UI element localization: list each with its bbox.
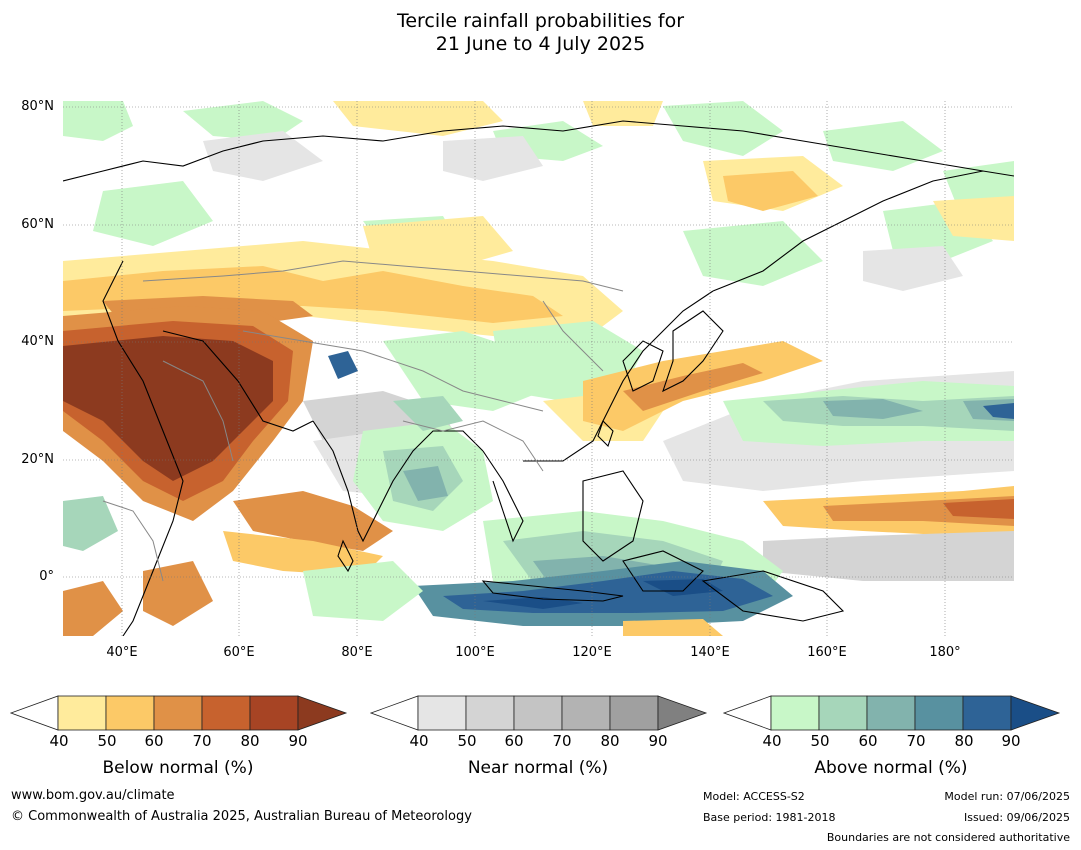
arabian-sea-yellow	[223, 531, 383, 576]
tick-label: 80	[240, 732, 260, 750]
chart-title-line2: 21 June to 4 July 2025	[435, 33, 646, 55]
tick-label: 50	[97, 732, 117, 750]
tick-label: 40	[49, 732, 69, 750]
colorbar-near-normal	[370, 695, 708, 731]
lon-label-120e: 120°E	[572, 645, 612, 660]
lat-label-40n: 40°N	[21, 334, 54, 349]
colorbar-extend-high	[657, 695, 708, 731]
colorbar-extend-high	[297, 695, 348, 731]
bay-bengal-teal-dark	[403, 466, 448, 501]
lon-label-180: 180°	[929, 645, 961, 660]
colorbar-segment	[609, 695, 659, 731]
kashmir-blue	[328, 351, 358, 379]
tick-label: 90	[288, 732, 308, 750]
colorbar-segment	[962, 695, 1012, 731]
lon-label-100e: 100°E	[455, 645, 495, 660]
colorbar-below-normal	[10, 695, 348, 731]
grid-lines	[63, 101, 1014, 636]
colorbar-segment	[770, 695, 820, 731]
copyright-text: © Commonwealth of Australia 2025, Austra…	[11, 809, 472, 824]
tick-label: 60	[858, 732, 878, 750]
tick-label: 60	[504, 732, 524, 750]
indian-ocean-orange	[623, 619, 723, 636]
model-text: Model: ACCESS-S2	[703, 790, 805, 803]
tick-label: 70	[192, 732, 212, 750]
colorbar-title-below: Below normal (%)	[102, 758, 254, 778]
tick-label: 60	[144, 732, 164, 750]
tick-label: 70	[906, 732, 926, 750]
lon-label-40e: 40°E	[106, 645, 138, 660]
arctic-green-patches	[63, 101, 1014, 286]
lat-label-60n: 60°N	[21, 217, 54, 232]
tick-label: 40	[762, 732, 782, 750]
colorbar-segment	[201, 695, 251, 731]
boundaries-note: Boundaries are not considered authoritat…	[826, 831, 1070, 844]
model-run-text: Model run: 07/06/2025	[944, 790, 1070, 803]
colorbar-segment	[57, 695, 107, 731]
colorbar-segment	[866, 695, 916, 731]
base-period-text: Base period: 1981-2018	[703, 811, 836, 824]
pacific-south-grey	[763, 531, 1014, 581]
lat-label-20n: 20°N	[21, 452, 54, 467]
country-borders	[102, 260, 624, 582]
lon-label-140e: 140°E	[690, 645, 730, 660]
colorbar-extend-low	[10, 695, 59, 731]
tick-label: 50	[457, 732, 477, 750]
colorbar-segment	[914, 695, 964, 731]
colorbar-above-normal	[723, 695, 1061, 731]
lat-label-0: 0°	[39, 569, 54, 584]
colorbar-extend-low	[370, 695, 419, 731]
tick-label: 40	[409, 732, 429, 750]
colorbar-segment	[249, 695, 299, 731]
arctic-orange-patch	[723, 171, 818, 211]
colorbar-segment	[818, 695, 868, 731]
pacific-band-red	[943, 499, 1014, 519]
pacific-blue	[983, 403, 1014, 419]
tick-label: 70	[552, 732, 572, 750]
chart-title-line1: Tercile rainfall probabilities for	[396, 10, 685, 32]
colorbar-segment	[513, 695, 563, 731]
colorbar-segment	[153, 695, 203, 731]
colorbar-segment	[465, 695, 515, 731]
tibet-teal	[393, 396, 463, 431]
colorbar-segment	[417, 695, 467, 731]
colorbar-extend-low	[723, 695, 772, 731]
colorbar-extend-high	[1010, 695, 1061, 731]
website-link[interactable]: www.bom.gov.au/climate	[11, 788, 175, 803]
issued-text: Issued: 09/06/2025	[963, 811, 1070, 824]
indian-ocean-green	[303, 561, 423, 621]
tick-label: 80	[600, 732, 620, 750]
east-africa-orange	[63, 561, 213, 636]
tick-label: 90	[1001, 732, 1021, 750]
east-africa-green	[63, 496, 118, 551]
lon-label-60e: 60°E	[223, 645, 255, 660]
colorbar-title-near: Near normal (%)	[467, 758, 609, 778]
middle-east-darkred	[63, 336, 273, 481]
maritime-blue-dark	[483, 579, 723, 609]
tick-label: 80	[954, 732, 974, 750]
map-svg	[63, 101, 1014, 636]
pacific-teal-dark	[823, 399, 1014, 421]
probability-map	[63, 101, 1014, 636]
colorbar-title-above: Above normal (%)	[814, 758, 968, 778]
east-china-darkorange	[623, 363, 763, 411]
lon-label-80e: 80°E	[341, 645, 373, 660]
colorbar-segment	[105, 695, 155, 731]
central-asia-orange	[63, 266, 563, 323]
lat-label-80n: 80°N	[21, 99, 54, 114]
tick-label: 50	[810, 732, 830, 750]
tick-label: 90	[648, 732, 668, 750]
coastlines	[63, 120, 1014, 636]
lon-label-160e: 160°E	[807, 645, 847, 660]
colorbar-segment	[561, 695, 611, 731]
arabian-sea-orange	[233, 491, 393, 551]
